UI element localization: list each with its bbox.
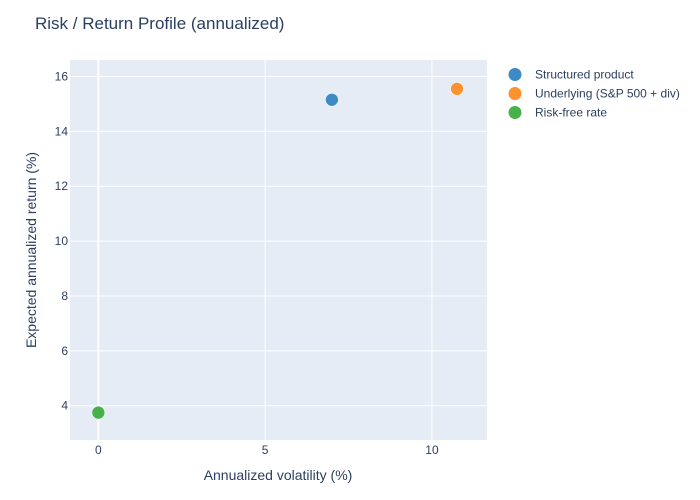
y-tick-label: 8	[61, 289, 68, 303]
y-tick-label: 16	[55, 69, 69, 83]
y-tick-label: 10	[55, 234, 69, 248]
legend: Structured product Underlying (S&P 500 + …	[508, 68, 680, 120]
y-tick-label: 6	[61, 344, 68, 358]
plot-area	[70, 60, 487, 440]
legend-label: Underlying (S&P 500 + div)	[535, 87, 680, 101]
x-tick-label: 10	[425, 443, 439, 457]
y-tick-label: 4	[61, 399, 68, 413]
x-tick-label: 0	[95, 443, 102, 457]
data-point	[91, 405, 106, 420]
legend-marker	[508, 106, 522, 119]
chart-title: Risk / Return Profile (annualized)	[35, 14, 284, 33]
y-tick-label: 12	[55, 179, 69, 193]
legend-label: Risk-free rate	[535, 106, 607, 120]
axis-ticks: 0 5 10 4 6 8 10 12 14 16	[55, 69, 439, 457]
data-point	[450, 82, 464, 96]
x-axis-label: Annualized volatility (%)	[204, 467, 353, 483]
gridlines	[70, 60, 487, 440]
data-points	[91, 82, 464, 420]
data-point	[325, 92, 339, 107]
legend-label: Structured product	[535, 68, 634, 82]
legend-marker	[508, 87, 522, 100]
y-tick-label: 14	[55, 124, 69, 138]
legend-marker	[508, 68, 522, 81]
x-tick-label: 5	[262, 443, 269, 457]
y-axis-label: Expected annualized return (%)	[23, 152, 39, 348]
